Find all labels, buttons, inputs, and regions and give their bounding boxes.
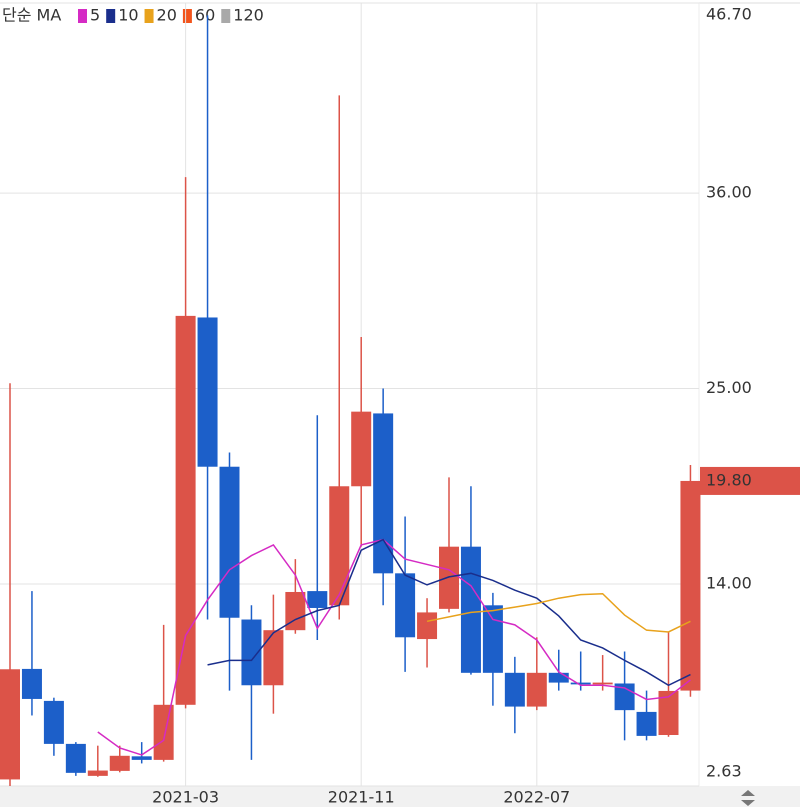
x-tick-label: 2021-11 xyxy=(328,788,395,807)
candle-body xyxy=(43,700,64,744)
legend-label: 20 xyxy=(157,6,177,25)
scroll-icon[interactable] xyxy=(741,790,755,806)
candle-body xyxy=(636,711,657,736)
candle-body xyxy=(285,591,306,631)
candle-body xyxy=(0,669,20,780)
candle-body xyxy=(153,704,174,760)
scroll-arrows[interactable] xyxy=(741,790,755,806)
candle-body xyxy=(658,690,679,736)
candle-body xyxy=(131,756,152,760)
x-tick-label: 2021-03 xyxy=(152,788,219,807)
ma-line xyxy=(97,538,691,756)
candle-body xyxy=(241,619,262,686)
legend-label: 5 xyxy=(90,6,100,25)
legend-swatch xyxy=(144,9,154,23)
candle-body xyxy=(263,630,284,686)
ma-line xyxy=(426,592,691,633)
candle-body xyxy=(482,605,503,673)
candle-body xyxy=(460,546,481,673)
candle-body xyxy=(439,546,459,609)
y-tick-label: 25.00 xyxy=(706,378,752,397)
candle-body xyxy=(65,743,86,773)
legend-swatch xyxy=(106,9,116,23)
candle-body xyxy=(21,668,42,699)
ma-line xyxy=(207,538,691,687)
candle-body xyxy=(395,573,416,638)
candle-body xyxy=(175,315,196,705)
last-price-label: 19.80 xyxy=(706,470,752,489)
candle-body xyxy=(307,591,328,608)
grid-layer xyxy=(0,2,699,787)
x-tick-label: 2022-07 xyxy=(503,788,570,807)
last-price-box xyxy=(700,466,800,495)
candle-body xyxy=(109,755,130,771)
y-tick-label: 46.70 xyxy=(706,5,752,24)
y-tick-label: 36.00 xyxy=(706,183,752,202)
candle-body xyxy=(548,672,569,683)
x-axis-band xyxy=(0,786,800,807)
candle-body xyxy=(526,672,547,707)
y-tick-label: 2.63 xyxy=(706,762,742,781)
legend-label: 10 xyxy=(118,6,138,25)
candle-body xyxy=(197,317,218,467)
candle-body xyxy=(373,413,394,574)
legend-swatch xyxy=(221,9,231,23)
legend: 단순 MA 5 10 20 60 120 xyxy=(2,6,264,25)
candle-body xyxy=(417,612,438,640)
candle-body xyxy=(504,672,525,707)
candle-body xyxy=(87,770,108,776)
legend-label: 120 xyxy=(233,6,264,25)
candle-body xyxy=(680,480,701,691)
y-tick-label: 14.00 xyxy=(706,573,752,592)
candle-body xyxy=(570,682,591,685)
legend-title: 단순 MA xyxy=(2,6,61,25)
candle-body xyxy=(351,411,372,487)
legend-swatch xyxy=(182,9,192,23)
legend-swatch xyxy=(78,9,87,23)
candle-body xyxy=(329,486,350,606)
candle-body xyxy=(219,466,240,618)
legend-label: 60 xyxy=(195,6,215,25)
candle-body xyxy=(592,682,613,685)
